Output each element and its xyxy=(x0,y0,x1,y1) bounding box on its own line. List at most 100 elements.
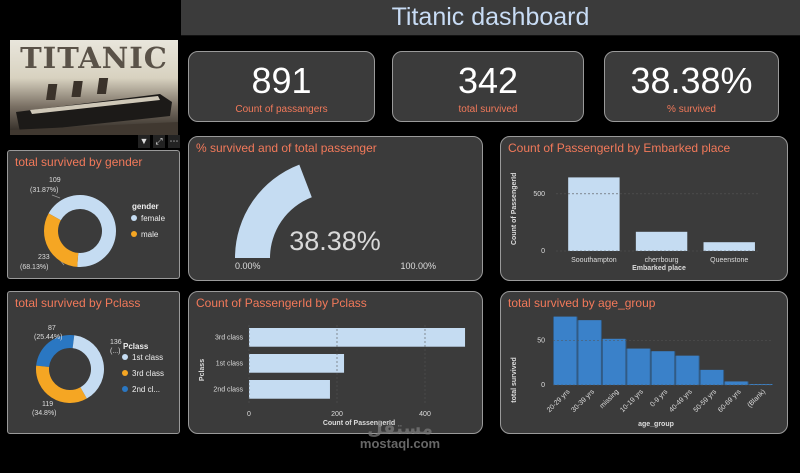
x-tick-label: 50-59 yrs xyxy=(693,388,719,414)
legend-marker-male xyxy=(131,231,137,237)
legend-marker-second xyxy=(122,386,128,392)
male-pct-label: (31.87%) xyxy=(30,187,58,194)
donut-slice-female xyxy=(48,195,116,267)
y-tick-label: 0 xyxy=(541,248,545,255)
bar-3rd-class xyxy=(249,328,466,347)
male-value-label: 109 xyxy=(49,177,61,184)
chart-title: % survived and of total passenger xyxy=(196,141,377,155)
visual-toolbar: ▼ ⤢ ⋯ xyxy=(138,135,180,149)
legend-label-second: 2nd cl... xyxy=(132,385,160,394)
leader-line-male xyxy=(51,194,61,199)
chart-survived-by-gender[interactable]: total survived by gender gender female m… xyxy=(7,150,180,279)
watermark-latin: mostaql.com xyxy=(359,436,441,451)
legend-label-male: male xyxy=(141,230,159,239)
kpi-card-survived[interactable]: 342 total survived xyxy=(392,51,584,122)
chart-title: total survived by gender xyxy=(15,155,143,169)
y-axis-label: Count of PassengerId xyxy=(511,173,518,245)
bar-2nd-class xyxy=(249,380,330,399)
chart-passengers-by-embarked[interactable]: Count of PassengerId by Embarked place C… xyxy=(500,136,788,281)
x-tick-label: 0-9 yrs xyxy=(649,388,669,408)
x-axis-label: Embarked place xyxy=(632,265,686,272)
x-axis-label: Count of PassengerId xyxy=(323,420,395,427)
gauge-value-label: 38.38% xyxy=(289,226,381,256)
chart-survived-by-age-group[interactable]: total survived by age_group total surviv… xyxy=(500,291,788,434)
bar-1st-class xyxy=(249,354,345,373)
chart-title: total survived by age_group xyxy=(508,296,656,310)
female-pct-label: (68.13%) xyxy=(20,264,48,271)
second-class-value-label: 87 xyxy=(48,325,56,332)
donut-slice-3rd-class xyxy=(36,365,87,403)
pclass-donut-svg: 87 (25.44%) 136 (...) Pclass 1st class 3… xyxy=(32,325,164,417)
legend-marker-female xyxy=(131,215,137,221)
x-tick-label: 30-39 yrs xyxy=(570,388,596,414)
titanic-logo: TITANIC xyxy=(10,40,178,135)
legend-title: gender xyxy=(132,202,159,211)
x-tick-label: 0 xyxy=(247,411,251,418)
legend-title: Pclass xyxy=(123,342,149,351)
y-tick-label: 1st class xyxy=(216,361,244,368)
chart-passengers-by-pclass[interactable]: Count of PassengerId by Pclass Pclass Co… xyxy=(188,291,483,434)
x-tick-label: cherrbourg xyxy=(645,257,679,264)
legend-label-first: 1st class xyxy=(132,353,163,362)
y-tick-label: 50 xyxy=(537,338,545,345)
second-class-pct-label: (25.44%) xyxy=(34,334,62,341)
gauge-max-label: 100.00% xyxy=(400,261,436,271)
y-tick-label: 2nd class xyxy=(213,387,243,394)
female-value-label: 233 xyxy=(38,254,50,261)
legend-label-third: 3rd class xyxy=(132,369,164,378)
x-tick-label: 400 xyxy=(419,411,431,418)
kpi-label: total survived xyxy=(458,104,518,115)
bar-queenstone xyxy=(703,242,755,251)
x-tick-label: missing xyxy=(599,388,621,410)
gauge-value-arc xyxy=(235,164,312,258)
chart-title: Count of PassengerId by Embarked place xyxy=(508,141,731,155)
legend-label-female: female xyxy=(141,214,166,223)
focus-mode-icon[interactable]: ⤢ xyxy=(153,135,165,148)
kpi-value: 342 xyxy=(457,60,519,101)
gauge-min-label: 0.00% xyxy=(235,261,261,271)
chart-percent-survived-gauge[interactable]: % survived and of total passenger 38.38%… xyxy=(188,136,483,281)
dashboard-header: Titanic dashboard xyxy=(181,0,800,36)
y-tick-label: 3rd class xyxy=(215,335,244,342)
dashboard-title: Titanic dashboard xyxy=(391,3,590,31)
kpi-card-percent-survived[interactable]: 38.38% % survived xyxy=(604,51,779,122)
x-tick-label: 200 xyxy=(331,411,343,418)
chart-title: Count of PassengerId by Pclass xyxy=(196,296,367,310)
logo-text: TITANIC xyxy=(20,41,168,75)
legend-marker-third xyxy=(122,370,128,376)
y-tick-label: 0 xyxy=(541,382,545,389)
kpi-label: Count of passangers xyxy=(235,104,328,115)
chart-title: total survived by Pclass xyxy=(15,296,141,310)
x-tick-label: 60-69 yrs xyxy=(717,388,743,414)
chart-survived-by-pclass[interactable]: total survived by Pclass 87 (25.44%) 136… xyxy=(7,291,180,434)
kpi-label: % survived xyxy=(667,104,716,115)
kpi-value: 891 xyxy=(251,60,312,101)
y-tick-label: 500 xyxy=(533,191,545,198)
first-class-pct-label: (...) xyxy=(110,348,121,355)
kpi-value: 38.38% xyxy=(630,60,753,101)
age-area-svg: total survived age_group 0 50 20-29 yrs30-… xyxy=(511,316,773,428)
more-options-icon[interactable]: ⋯ xyxy=(168,135,180,148)
x-tick-label: (Blank) xyxy=(746,388,767,409)
watermark: مستقل mostaql.com xyxy=(330,418,470,451)
donut-slice-2nd-cl- xyxy=(36,335,75,367)
x-tick-label: 40-49 yrs xyxy=(668,388,694,414)
legend-marker-first xyxy=(122,354,128,360)
third-class-pct-label: (34.8%) xyxy=(32,410,57,417)
bar-cherrbourg xyxy=(635,231,688,251)
y-axis-label: Pclass xyxy=(199,359,206,381)
first-class-value-label: 136 xyxy=(110,339,122,346)
x-axis-label: age_group xyxy=(638,421,674,428)
donut-slice-male xyxy=(43,213,79,267)
x-tick-label: Soouthampton xyxy=(571,257,617,264)
bar-soouthampton xyxy=(568,177,620,251)
x-tick-label: 10-19 yrs xyxy=(619,388,645,414)
filter-icon[interactable]: ▼ xyxy=(138,135,150,148)
kpi-card-passengers[interactable]: 891 Count of passangers xyxy=(188,51,375,122)
third-class-value-label: 119 xyxy=(42,401,53,408)
x-tick-label: 20-29 yrs xyxy=(546,388,572,414)
ship-illustration xyxy=(10,78,178,135)
gender-donut-svg: gender female male 233 (68.13%) 109 (31.… xyxy=(20,177,166,271)
embarked-bar-svg: Count of PassengerId Embarked place 0 500… xyxy=(511,173,759,272)
donut-slice-1st-class xyxy=(72,335,104,399)
